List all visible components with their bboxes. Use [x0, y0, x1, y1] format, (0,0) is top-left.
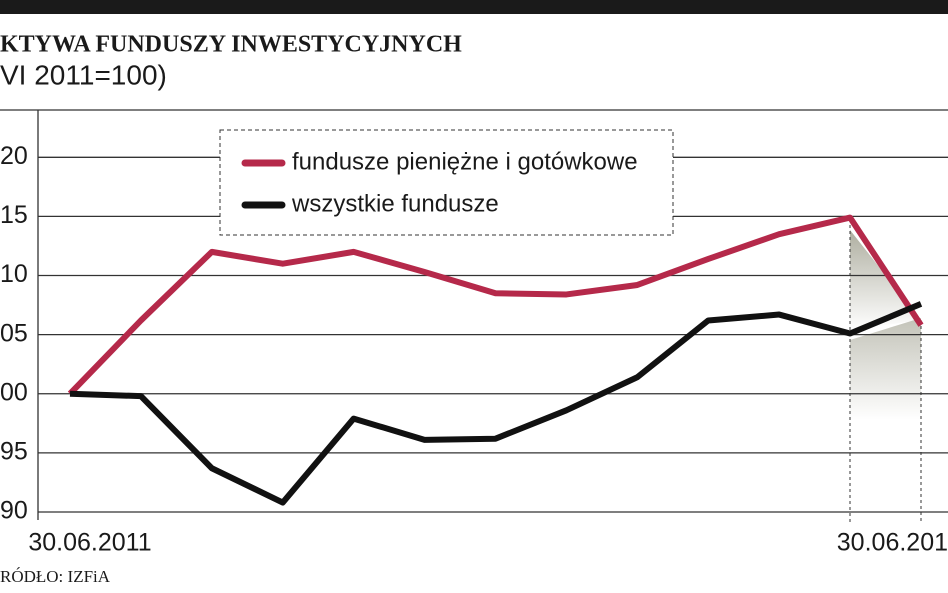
legend-box — [219, 129, 674, 236]
shade — [850, 230, 921, 330]
series-line — [69, 301, 923, 506]
y-tick-label: 95 — [0, 437, 28, 465]
shade — [850, 318, 921, 420]
top-bar — [0, 0, 948, 14]
y-tick-label: 00 — [0, 378, 28, 406]
y-tick-label: 15 — [0, 201, 28, 229]
legend-label: fundusze pieniężne i gotówkowe — [292, 148, 638, 175]
x-tick-label: 30.06.201 — [837, 529, 948, 557]
series-line — [67, 214, 924, 396]
chart-subtitle: VI 2011=100) — [0, 59, 167, 90]
y-tick-label: 10 — [0, 260, 28, 288]
x-tick-label: 30.06.2011 — [28, 529, 151, 557]
y-tick-label: 90 — [0, 497, 28, 525]
chart-title: KTYWA FUNDUSZY INWESTYCYJNYCH — [0, 32, 462, 58]
legend-label: wszystkie fundusze — [291, 190, 499, 217]
source: RÓDŁO: IZFiA — [0, 567, 111, 586]
y-tick-label: 20 — [0, 142, 28, 170]
y-tick-label: 05 — [0, 319, 28, 347]
